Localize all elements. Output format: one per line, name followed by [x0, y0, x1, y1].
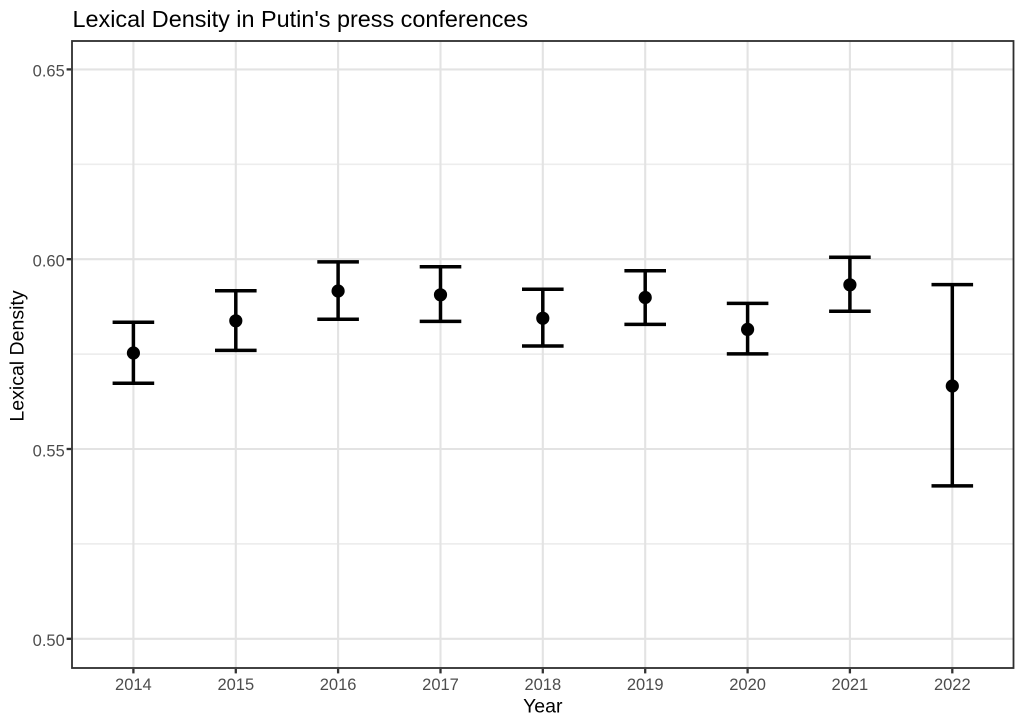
svg-text:2014: 2014 [115, 676, 152, 694]
svg-text:2015: 2015 [217, 676, 254, 694]
svg-text:0.55: 0.55 [33, 442, 65, 460]
svg-text:2019: 2019 [627, 676, 664, 694]
svg-text:2016: 2016 [320, 676, 357, 694]
svg-text:0.60: 0.60 [33, 253, 65, 271]
svg-text:2020: 2020 [729, 676, 766, 694]
svg-text:0.50: 0.50 [33, 632, 65, 650]
svg-text:Lexical Density in Putin's pre: Lexical Density in Putin's press confere… [73, 6, 529, 32]
svg-text:Lexical Density: Lexical Density [7, 290, 29, 421]
svg-text:0.65: 0.65 [33, 63, 65, 81]
svg-text:2022: 2022 [934, 676, 971, 694]
svg-text:2018: 2018 [524, 676, 561, 694]
svg-text:2017: 2017 [422, 676, 459, 694]
svg-text:Year: Year [523, 695, 563, 717]
svg-text:2021: 2021 [832, 676, 869, 694]
